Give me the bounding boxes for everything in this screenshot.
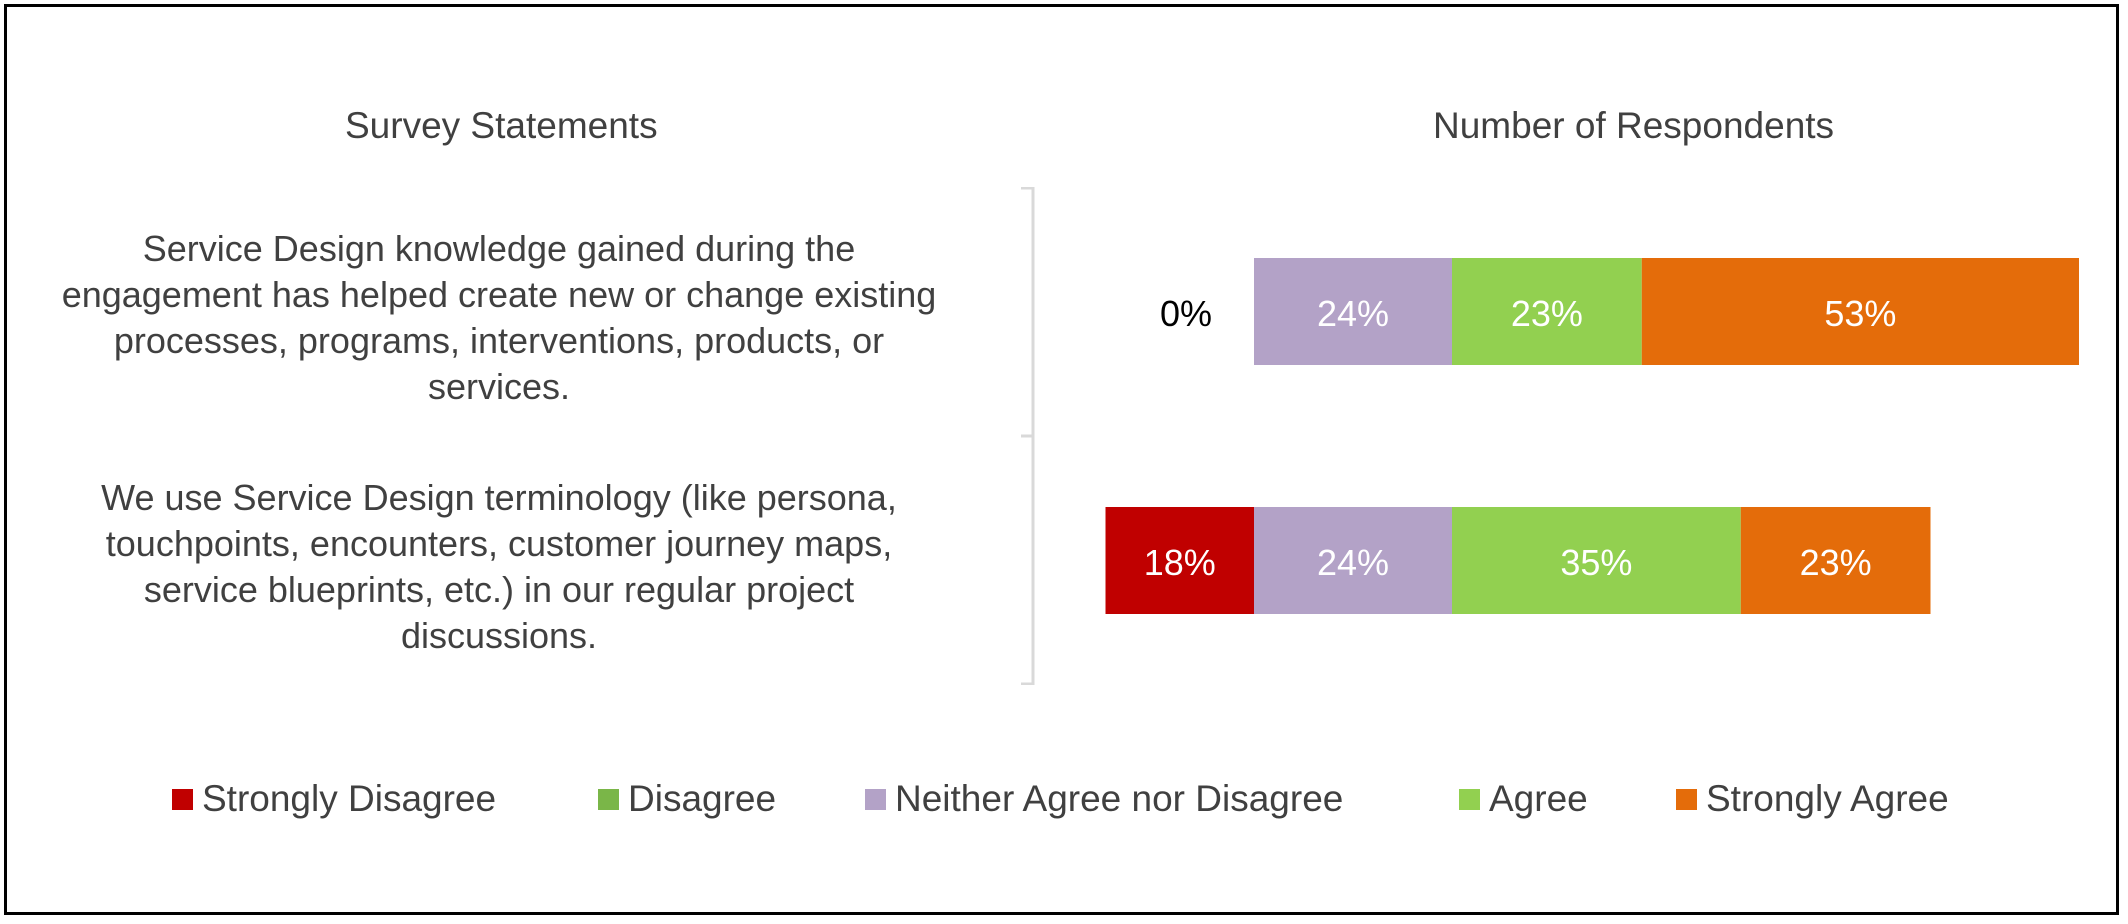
data-label-agree-row-2: 35% xyxy=(1560,542,1632,583)
legend: Strongly Disagree Disagree Neither Agree n… xyxy=(0,777,2128,821)
data-label-strongly-agree-row-2: 23% xyxy=(1800,542,1872,583)
legend-item-strongly-disagree: Strongly Disagree xyxy=(172,777,496,821)
legend-label-agree: Agree xyxy=(1489,778,1588,819)
legend-label-disagree: Disagree xyxy=(628,778,777,819)
data-label-strongly-agree-row-1: 53% xyxy=(1824,293,1896,334)
legend-swatch-disagree xyxy=(598,788,619,810)
legend-label-neither-agree-nor-disagree: Neither Agree nor Disagree xyxy=(895,778,1344,819)
data-label-neither-agree-nor-disagree-row-1: 24% xyxy=(1317,293,1389,334)
legend-item-disagree: Disagree xyxy=(598,777,776,821)
legend-label-strongly-agree: Strongly Agree xyxy=(1706,778,1949,819)
data-label-strongly-disagree-row-2: 18% xyxy=(1144,542,1216,583)
chart-frame: Survey Statements Number of Respondents xyxy=(4,4,2119,915)
bar-segment-neither-agree-nor-disagree-row-1 xyxy=(1254,258,1452,365)
data-label-agree-row-1: 23% xyxy=(1511,293,1583,334)
category-axis-bracket xyxy=(1021,187,1035,685)
legend-swatch-agree xyxy=(1459,788,1480,810)
legend-swatch-strongly-disagree xyxy=(172,788,193,810)
legend-swatch-neither-agree-nor-disagree xyxy=(865,788,886,810)
bar-segment-strongly-disagree-row-2 xyxy=(1105,507,1254,614)
bar-segment-agree-row-2 xyxy=(1452,507,1741,614)
bar-segment-agree-row-1 xyxy=(1452,258,1642,365)
category-label-statement-1: Service Design knowledge gained during t… xyxy=(61,228,937,407)
data-label-strongly-disagree-row-1: 0% xyxy=(1160,293,1212,334)
legend-swatch-strongly-agree xyxy=(1676,788,1697,810)
x-axis-label: Number of Respondents xyxy=(1433,105,1835,146)
bar-segment-neither-agree-nor-disagree-row-2 xyxy=(1254,507,1452,614)
legend-label-strongly-disagree: Strongly Disagree xyxy=(202,778,497,819)
data-label-neither-agree-nor-disagree-row-2: 24% xyxy=(1317,542,1389,583)
category-label-statement-2: We use Service Design terminology (like … xyxy=(101,477,897,656)
legend-item-agree: Agree xyxy=(1459,777,1588,821)
legend-item-strongly-agree: Strongly Agree xyxy=(1676,777,1949,821)
bar-segment-strongly-agree-row-1 xyxy=(1641,258,2079,365)
bar-segment-strongly-agree-row-2 xyxy=(1740,507,1931,614)
left-column-heading: Survey Statements xyxy=(345,105,658,146)
legend-item-neither-agree-nor-disagree: Neither Agree nor Disagree xyxy=(865,777,1343,821)
